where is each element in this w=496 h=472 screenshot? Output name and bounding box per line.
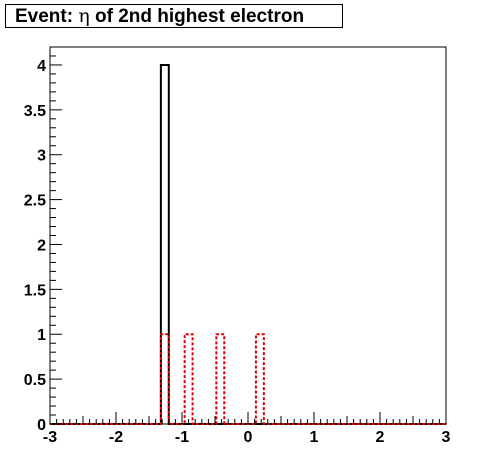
histogram-bar-1-1 xyxy=(185,334,193,424)
histogram-bar-1-3 xyxy=(256,334,264,424)
y-tick-label: 1 xyxy=(37,327,46,344)
x-tick-label: 2 xyxy=(376,429,385,446)
y-tick-label: 1.5 xyxy=(24,282,46,299)
x-tick-label: 1 xyxy=(310,429,319,446)
plot-frame xyxy=(49,46,447,425)
y-tick-label: 3 xyxy=(37,148,46,165)
axis-layer: -3 -2 -1 0 1 2 3 0 0.5 1 1.5 2 2.5 3 3.5 4 xyxy=(24,46,451,446)
histogram-bar-1-0 xyxy=(161,334,169,424)
y-tick-label: 3.5 xyxy=(24,103,46,120)
chart-title-suffix: of 2nd highest electron xyxy=(95,6,305,27)
y-tick-label: 0 xyxy=(37,417,46,434)
x-tick-label: -1 xyxy=(175,429,189,446)
chart-title-eta-symbol: η xyxy=(78,5,90,27)
y-tick-label: 2 xyxy=(37,237,46,254)
y-tick-label: 4 xyxy=(37,58,46,75)
x-tick-label: -3 xyxy=(43,429,57,446)
chart-title: Event: η of 2nd highest electron xyxy=(5,4,343,28)
x-tick-label: -2 xyxy=(109,429,123,446)
x-tick-label: 0 xyxy=(244,429,253,446)
x-tick-label: 3 xyxy=(442,429,451,446)
histogram-bar-1-2 xyxy=(216,334,224,424)
y-tick-label: 0.5 xyxy=(24,372,46,389)
chart-title-prefix: Event: xyxy=(15,6,74,27)
y-tick-label: 2.5 xyxy=(24,193,46,210)
histogram-series-1 xyxy=(50,333,446,425)
